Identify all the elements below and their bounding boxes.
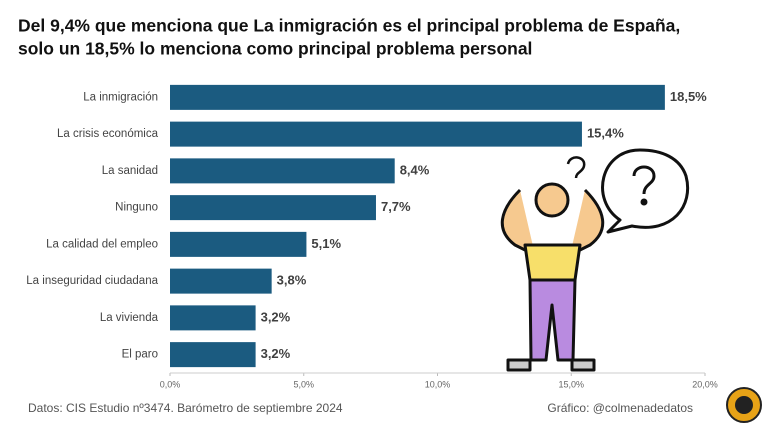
bar	[170, 342, 256, 368]
value-label: 3,2%	[261, 309, 291, 324]
y-tick-label: La sanidad	[102, 165, 158, 177]
value-label: 18,5%	[670, 89, 707, 104]
source: Datos: CIS Estudio nº3474. Barómetro de …	[28, 401, 343, 415]
x-tick-label: 5,0%	[293, 379, 314, 389]
chart-title: Del 9,4% que menciona que La inmigración…	[18, 16, 680, 36]
credit: Gráfico: @colmenadedatos	[547, 401, 693, 415]
value-label: 3,8%	[277, 273, 307, 288]
y-tick-label: El paro	[122, 349, 158, 361]
value-label: 8,4%	[400, 162, 430, 177]
y-tick-label: La crisis económica	[57, 128, 159, 140]
logo	[726, 387, 762, 423]
x-tick-label: 20,0%	[692, 379, 718, 389]
y-tick-label: La calidad del empleo	[46, 238, 158, 250]
x-tick-label: 0,0%	[160, 379, 181, 389]
y-tick-label: La vivienda	[100, 312, 159, 324]
value-label: 15,4%	[587, 126, 624, 141]
bar	[170, 158, 395, 184]
bar	[170, 305, 256, 331]
y-tick-label: La inmigración	[83, 91, 158, 103]
bar	[170, 84, 665, 110]
bar	[170, 195, 376, 221]
value-label: 3,2%	[261, 346, 291, 361]
bar	[170, 231, 307, 257]
y-tick-label: Ninguno	[115, 202, 158, 214]
bar	[170, 121, 582, 147]
bar	[170, 268, 272, 294]
illustration	[500, 148, 689, 372]
x-tick-label: 15,0%	[558, 379, 584, 389]
chart-title: solo un 18,5% lo menciona como principal…	[18, 39, 532, 59]
x-tick-label: 10,0%	[425, 379, 451, 389]
value-label: 5,1%	[311, 236, 341, 251]
y-tick-label: La inseguridad ciudadana	[26, 275, 158, 287]
value-label: 7,7%	[381, 199, 411, 214]
